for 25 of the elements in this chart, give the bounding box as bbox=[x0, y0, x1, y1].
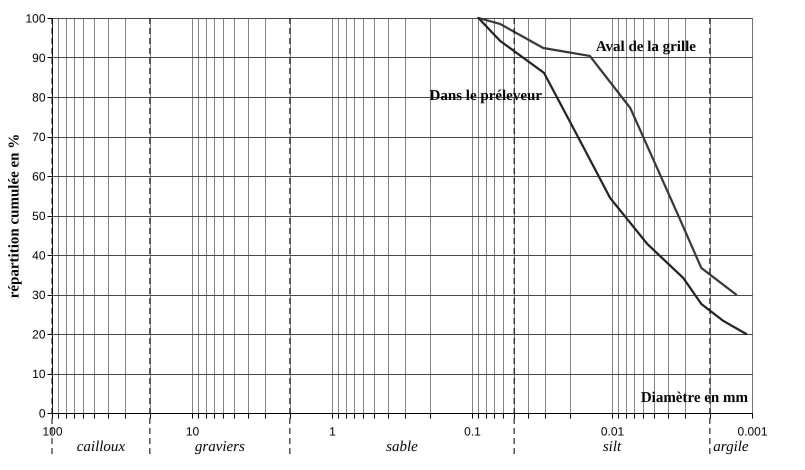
band-label: silt bbox=[602, 439, 622, 455]
band-label: sable bbox=[386, 439, 418, 455]
y-tick-label: 60 bbox=[32, 170, 46, 184]
y-tick-label: 80 bbox=[32, 90, 46, 104]
y-tick-label: 50 bbox=[32, 209, 46, 223]
band-label: graviers bbox=[194, 439, 246, 455]
x-tick-label: 100 bbox=[42, 424, 63, 438]
x-tick-label: 10 bbox=[186, 424, 200, 438]
y-tick-label: 0 bbox=[38, 406, 46, 420]
y-tick-label: 20 bbox=[32, 328, 46, 342]
y-tick-label: 10 bbox=[32, 367, 46, 381]
y-tick-label: 90 bbox=[32, 51, 46, 65]
y-tick-label: 30 bbox=[32, 288, 46, 302]
band-label: argile bbox=[713, 439, 749, 455]
x-tick-label: 0.1 bbox=[464, 424, 482, 438]
x-axis-title: Diamètre en mm bbox=[640, 390, 748, 406]
y-tick-label: 100 bbox=[25, 12, 46, 26]
y-tick-label: 70 bbox=[32, 130, 46, 144]
band-label: cailloux bbox=[76, 439, 126, 455]
y-axis-title: répartition cumulée en % bbox=[6, 134, 22, 298]
y-tick-label: 40 bbox=[32, 248, 46, 262]
x-tick-label: 1 bbox=[329, 424, 336, 438]
series-label: Aval de la grille bbox=[596, 38, 696, 55]
x-tick-label: 0.01 bbox=[600, 424, 624, 438]
x-tick-label: 0.001 bbox=[737, 424, 768, 438]
